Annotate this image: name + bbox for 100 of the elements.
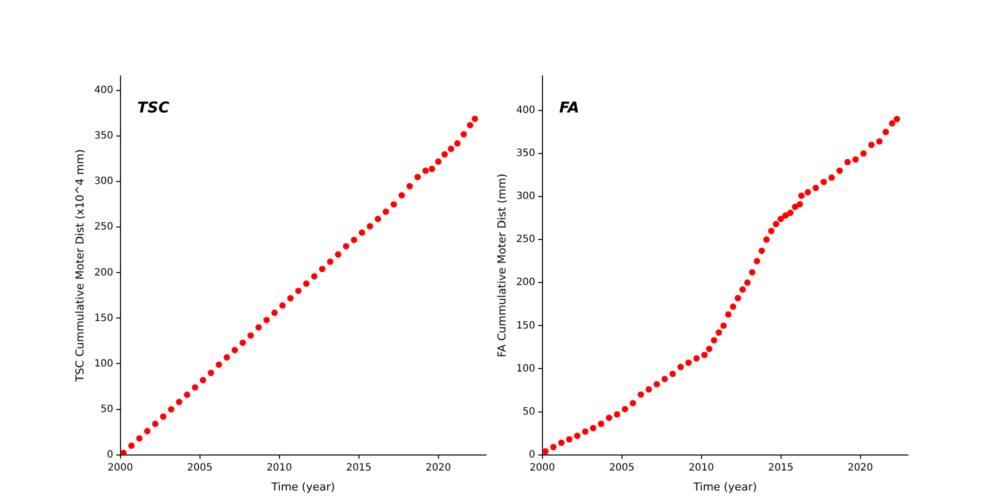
y-tick-label: 350 bbox=[94, 130, 114, 142]
point bbox=[319, 266, 326, 272]
y-axis-title: TSC Cummulative Moter Dist (x10^4 mm) bbox=[73, 149, 86, 383]
point bbox=[358, 229, 366, 236]
point bbox=[428, 166, 436, 172]
point bbox=[271, 310, 278, 316]
x-axis-title: Time (year) bbox=[270, 480, 335, 494]
y-tick-label: 50 bbox=[100, 404, 114, 415]
point bbox=[216, 361, 222, 368]
y-axis-title: FA Cummulative Moter Dist (mm) bbox=[495, 174, 508, 358]
point bbox=[685, 359, 692, 366]
point bbox=[311, 273, 318, 280]
annotation: FA bbox=[559, 98, 580, 116]
point bbox=[382, 208, 390, 215]
point bbox=[706, 346, 712, 352]
point bbox=[734, 294, 742, 302]
x-tick-label: 2015 bbox=[346, 462, 372, 474]
x-tick-label: 2010 bbox=[688, 462, 714, 474]
point bbox=[406, 182, 413, 190]
point bbox=[772, 220, 780, 228]
point bbox=[144, 428, 151, 434]
point bbox=[414, 174, 421, 180]
point bbox=[654, 381, 660, 388]
y-tick-label: 300 bbox=[94, 176, 114, 188]
point bbox=[882, 128, 889, 136]
point bbox=[860, 150, 867, 157]
y-tick-label: 150 bbox=[94, 312, 114, 324]
point bbox=[646, 386, 652, 393]
point bbox=[374, 216, 382, 222]
point bbox=[662, 376, 668, 382]
annotation: TSC bbox=[137, 98, 170, 116]
point bbox=[287, 294, 294, 302]
x-axis-title: Time (year) bbox=[692, 480, 757, 494]
point bbox=[295, 288, 302, 294]
point bbox=[720, 322, 727, 329]
point bbox=[701, 352, 708, 358]
point bbox=[398, 192, 405, 198]
point bbox=[748, 269, 756, 276]
point bbox=[725, 311, 732, 318]
point bbox=[710, 337, 718, 344]
point bbox=[796, 201, 804, 208]
point bbox=[812, 184, 819, 192]
point bbox=[542, 448, 549, 455]
point bbox=[192, 384, 198, 391]
point bbox=[448, 146, 454, 152]
point bbox=[669, 370, 676, 378]
point bbox=[763, 236, 770, 243]
point bbox=[326, 258, 334, 265]
point bbox=[622, 406, 628, 412]
point bbox=[441, 151, 448, 158]
point bbox=[778, 216, 784, 222]
point bbox=[716, 329, 722, 336]
point bbox=[168, 406, 174, 412]
point bbox=[136, 435, 143, 442]
point bbox=[693, 355, 700, 362]
point bbox=[798, 192, 805, 199]
point bbox=[836, 168, 843, 174]
point bbox=[303, 280, 310, 287]
y-tick-label: 350 bbox=[516, 148, 536, 160]
y-tick-label: 200 bbox=[94, 267, 114, 278]
point bbox=[279, 302, 286, 309]
point bbox=[768, 228, 774, 234]
point bbox=[460, 131, 467, 138]
point bbox=[558, 440, 565, 446]
point bbox=[638, 391, 644, 398]
y-tick-label: 50 bbox=[522, 406, 536, 418]
y-tick-label: 300 bbox=[516, 191, 536, 202]
point bbox=[200, 376, 206, 384]
point bbox=[550, 444, 557, 450]
point bbox=[730, 304, 736, 310]
point bbox=[758, 248, 765, 254]
point bbox=[176, 398, 182, 406]
point bbox=[422, 168, 429, 174]
point bbox=[342, 243, 350, 250]
y-tick-label: 250 bbox=[94, 222, 114, 233]
point bbox=[120, 450, 127, 455]
point bbox=[894, 116, 900, 122]
x-tick-label: 2010 bbox=[266, 462, 292, 474]
point bbox=[852, 156, 859, 163]
point bbox=[240, 340, 246, 346]
y-tick-label: 400 bbox=[516, 105, 536, 116]
point bbox=[744, 279, 751, 286]
y-tick-label: 400 bbox=[94, 85, 114, 96]
y-tick-label: 100 bbox=[94, 358, 114, 370]
point bbox=[128, 442, 135, 449]
point bbox=[255, 324, 262, 331]
point bbox=[184, 392, 190, 398]
point bbox=[868, 142, 875, 148]
point bbox=[606, 414, 612, 421]
point bbox=[466, 122, 474, 128]
point bbox=[472, 116, 478, 122]
point bbox=[828, 174, 835, 181]
point bbox=[247, 332, 254, 339]
y-tick-label: 250 bbox=[516, 234, 536, 246]
point bbox=[582, 428, 588, 435]
point bbox=[435, 158, 442, 165]
x-tick-label: 2000 bbox=[108, 462, 134, 474]
point bbox=[888, 120, 896, 127]
x-tick-label: 2020 bbox=[848, 462, 874, 474]
y-tick-label: 0 bbox=[528, 449, 536, 460]
